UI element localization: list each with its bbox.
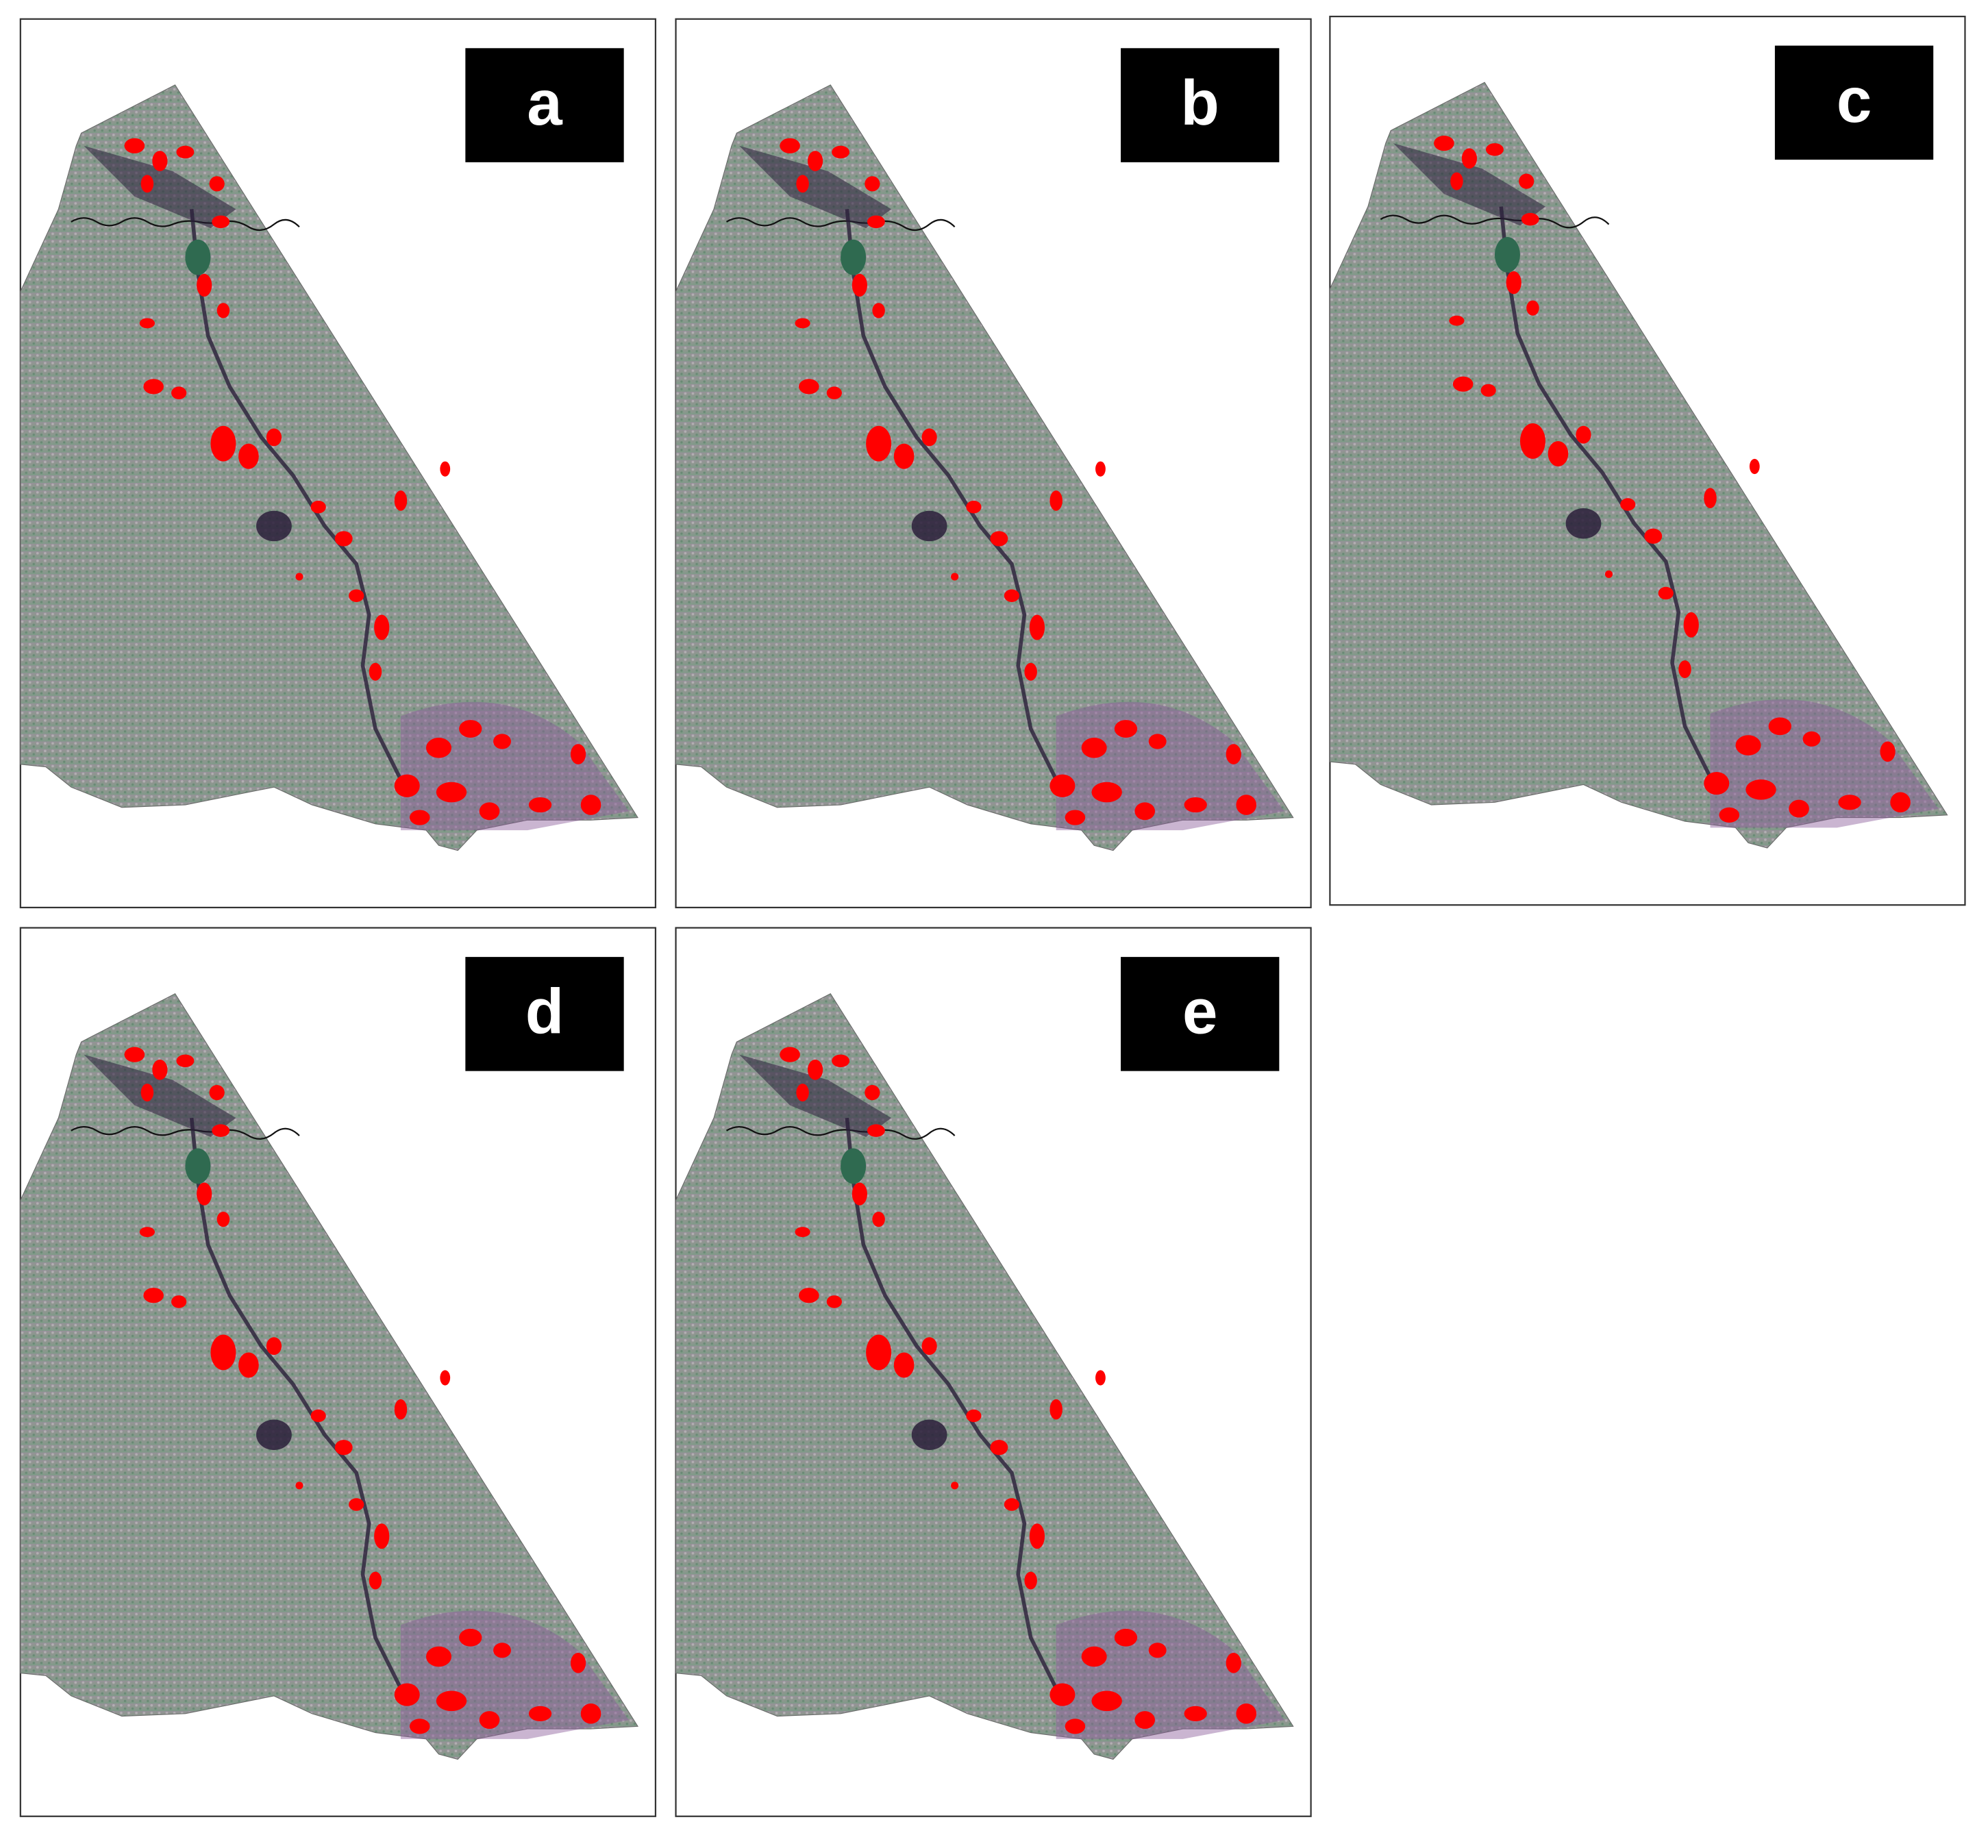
panel-label-box	[465, 48, 624, 162]
panel-label-box	[1121, 48, 1280, 162]
map-panel: d	[21, 927, 657, 1817]
panel-label-box	[1121, 957, 1280, 1071]
map-panel: e	[676, 927, 1312, 1817]
panel-label: b	[1180, 67, 1219, 138]
panel-label-box	[465, 957, 624, 1071]
map-panel: b	[676, 18, 1312, 909]
panel-label: e	[1182, 976, 1217, 1047]
panel-label: d	[525, 976, 564, 1047]
map-panel: c	[1330, 15, 1966, 906]
panel-label-box	[1774, 45, 1934, 160]
panel-label: c	[1837, 64, 1872, 136]
map-panel: a	[21, 18, 657, 909]
panel-label: a	[527, 67, 563, 138]
